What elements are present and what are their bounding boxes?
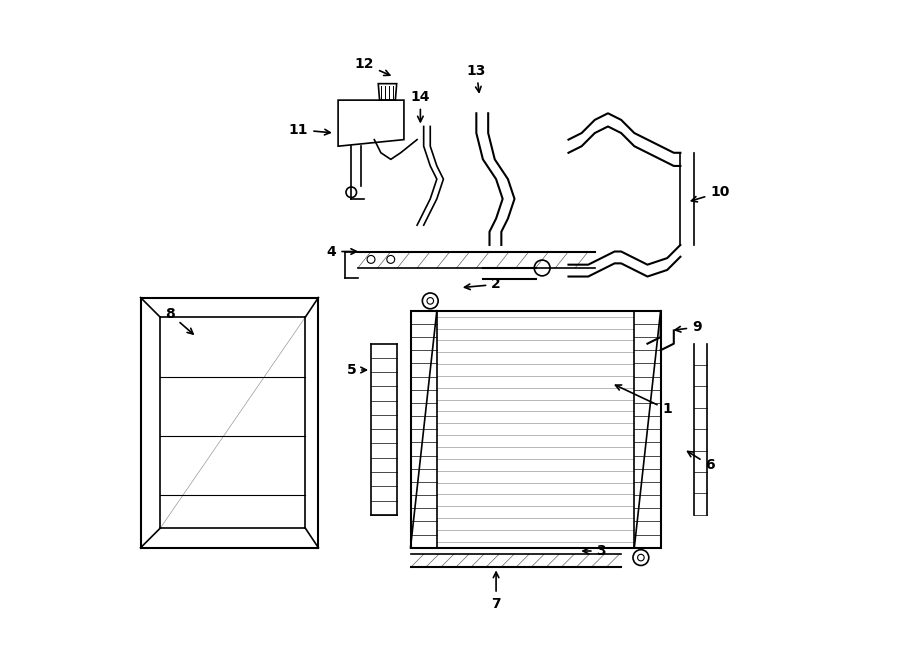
Text: 2: 2	[464, 278, 501, 292]
Text: 9: 9	[675, 320, 702, 334]
Text: 14: 14	[410, 90, 430, 122]
Text: 10: 10	[691, 185, 730, 202]
Text: 5: 5	[346, 363, 366, 377]
Text: 11: 11	[289, 123, 330, 137]
Text: 4: 4	[327, 245, 356, 258]
Text: 6: 6	[688, 451, 715, 473]
Text: 13: 13	[466, 63, 486, 93]
Text: 1: 1	[616, 385, 672, 416]
Text: 7: 7	[491, 572, 501, 611]
Text: 12: 12	[355, 57, 390, 75]
Text: 8: 8	[166, 307, 194, 334]
Text: 3: 3	[583, 544, 607, 558]
